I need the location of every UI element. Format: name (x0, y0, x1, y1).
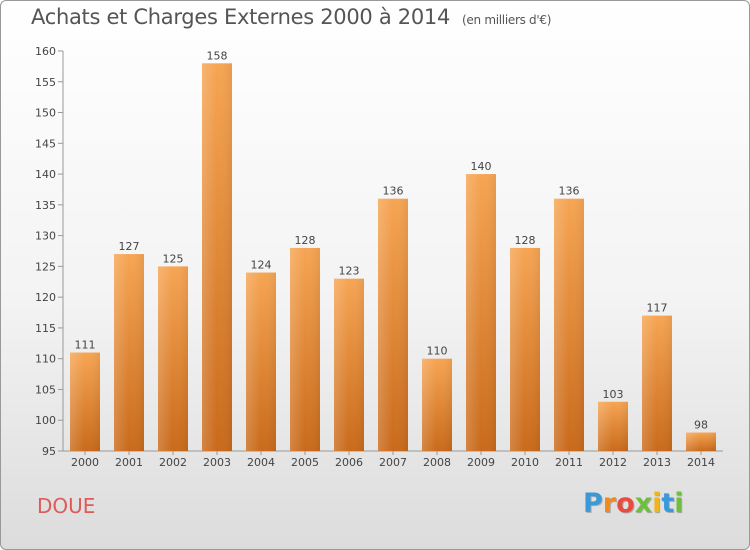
bar-value-label: 117 (647, 302, 668, 315)
bar-value-label: 136 (559, 185, 580, 198)
bar-shine (378, 198, 408, 451)
y-tick-label: 95 (42, 445, 56, 458)
place-name: DOUE (37, 494, 96, 518)
chart-title: Achats et Charges Externes 2000 à 2014 (e… (31, 5, 551, 29)
bar-shine (422, 358, 452, 451)
x-tick-label: 2009 (467, 456, 495, 469)
bar-shine (686, 432, 716, 451)
bar-value-label: 158 (207, 49, 228, 62)
bar-value-label: 127 (119, 240, 140, 253)
x-tick-label: 2005 (291, 456, 319, 469)
logo-letter: r (602, 488, 617, 519)
x-tick-label: 2014 (687, 456, 715, 469)
x-tick-label: 2008 (423, 456, 451, 469)
chart-title-text: Achats et Charges Externes 2000 à 2014 (31, 5, 451, 29)
chart-labels: 95 100 105 110 115 120 125 130 135 140 145 150 155 16… (35, 45, 715, 469)
x-tick-label: 2013 (643, 456, 671, 469)
bar-value-label: 136 (383, 185, 404, 198)
logo-letter: i (674, 488, 684, 519)
x-tick-label: 2001 (115, 456, 143, 469)
y-tick-label: 130 (35, 230, 56, 243)
x-tick-label: 2004 (247, 456, 275, 469)
y-tick-label: 145 (35, 137, 56, 150)
bar-value-label: 124 (251, 259, 272, 272)
bar-value-label: 128 (515, 234, 536, 247)
logo-letter: t (661, 488, 675, 519)
x-tick-label: 2003 (203, 456, 231, 469)
y-tick-label: 155 (35, 76, 56, 89)
bar-shine (290, 247, 320, 451)
bar-shine (642, 315, 672, 451)
bar-value-label: 128 (295, 234, 316, 247)
bar-value-label: 140 (471, 160, 492, 173)
y-tick-label: 150 (35, 107, 56, 120)
logo-letter: o (616, 488, 635, 519)
bar-shine (334, 278, 364, 451)
x-tick-label: 2000 (71, 456, 99, 469)
y-tick-label: 125 (35, 260, 56, 273)
bar-value-label: 125 (163, 252, 184, 265)
x-tick-label: 2006 (335, 456, 363, 469)
bar-shine (158, 266, 188, 451)
x-tick-label: 2011 (555, 456, 583, 469)
bar-value-label: 98 (694, 419, 708, 432)
bar-shine (114, 254, 144, 451)
bar-shine (246, 272, 276, 451)
bar-value-label: 103 (603, 388, 624, 401)
logo-letter: P (583, 488, 603, 519)
logo-letter: i (652, 488, 662, 519)
bar-shine (70, 352, 100, 451)
bar-value-label: 123 (339, 265, 360, 278)
y-tick-label: 160 (35, 45, 56, 58)
x-tick-label: 2010 (511, 456, 539, 469)
y-tick-label: 115 (35, 322, 56, 335)
bar-shine (554, 198, 584, 451)
bar-shine (510, 247, 540, 451)
bar-value-label: 111 (75, 339, 96, 352)
y-tick-label: 120 (35, 291, 56, 304)
proxiti-logo: Proxiti (583, 488, 684, 519)
chart-bars (70, 63, 716, 452)
y-tick-label: 140 (35, 168, 56, 181)
y-tick-label: 110 (35, 353, 56, 366)
x-tick-label: 2002 (159, 456, 187, 469)
y-tick-label: 100 (35, 414, 56, 427)
bar-shine (598, 401, 628, 451)
chart-subtitle: (en milliers d'€) (462, 13, 552, 27)
bar-shine (466, 174, 496, 452)
bar-value-label: 110 (427, 345, 448, 358)
bar-shine (202, 63, 232, 452)
x-tick-label: 2007 (379, 456, 407, 469)
y-tick-label: 105 (35, 383, 56, 396)
y-tick-label: 135 (35, 199, 56, 212)
x-tick-label: 2012 (599, 456, 627, 469)
logo-letter: x (634, 488, 653, 519)
